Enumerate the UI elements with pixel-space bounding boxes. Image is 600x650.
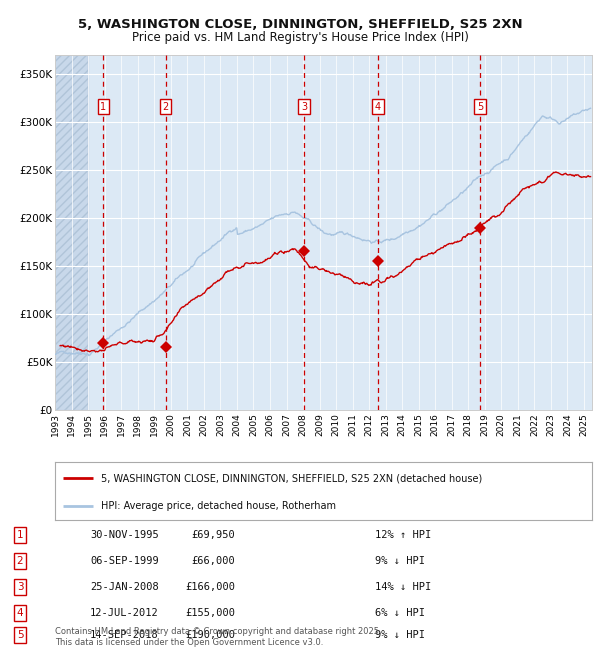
Text: 2: 2 xyxy=(17,556,23,566)
Text: £155,000: £155,000 xyxy=(185,608,235,618)
Text: Contains HM Land Registry data © Crown copyright and database right 2025.
This d: Contains HM Land Registry data © Crown c… xyxy=(55,627,382,647)
Bar xyxy=(55,55,88,410)
Text: 3: 3 xyxy=(17,582,23,592)
Text: 25-JAN-2008: 25-JAN-2008 xyxy=(90,582,159,592)
Text: 4: 4 xyxy=(17,608,23,618)
Text: 06-SEP-1999: 06-SEP-1999 xyxy=(90,556,159,566)
Text: 9% ↓ HPI: 9% ↓ HPI xyxy=(375,556,425,566)
Text: 1: 1 xyxy=(100,101,107,112)
Text: 5, WASHINGTON CLOSE, DINNINGTON, SHEFFIELD, S25 2XN: 5, WASHINGTON CLOSE, DINNINGTON, SHEFFIE… xyxy=(77,18,523,31)
Text: 30-NOV-1995: 30-NOV-1995 xyxy=(90,530,159,540)
Text: £166,000: £166,000 xyxy=(185,582,235,592)
Text: 9% ↓ HPI: 9% ↓ HPI xyxy=(375,630,425,640)
Text: £69,950: £69,950 xyxy=(191,530,235,540)
Text: 14% ↓ HPI: 14% ↓ HPI xyxy=(375,582,431,592)
Text: 3: 3 xyxy=(301,101,307,112)
Bar xyxy=(55,55,88,410)
Text: 12% ↑ HPI: 12% ↑ HPI xyxy=(375,530,431,540)
Text: 5, WASHINGTON CLOSE, DINNINGTON, SHEFFIELD, S25 2XN (detached house): 5, WASHINGTON CLOSE, DINNINGTON, SHEFFIE… xyxy=(101,473,482,484)
Text: £190,000: £190,000 xyxy=(185,630,235,640)
Text: 14-SEP-2018: 14-SEP-2018 xyxy=(90,630,159,640)
Text: 5: 5 xyxy=(477,101,483,112)
Text: 5: 5 xyxy=(17,630,23,640)
Text: Price paid vs. HM Land Registry's House Price Index (HPI): Price paid vs. HM Land Registry's House … xyxy=(131,31,469,44)
Text: 12-JUL-2012: 12-JUL-2012 xyxy=(90,608,159,618)
Text: 4: 4 xyxy=(375,101,381,112)
Text: HPI: Average price, detached house, Rotherham: HPI: Average price, detached house, Roth… xyxy=(101,500,336,510)
Text: 1: 1 xyxy=(17,530,23,540)
Text: £66,000: £66,000 xyxy=(191,556,235,566)
Text: 6% ↓ HPI: 6% ↓ HPI xyxy=(375,608,425,618)
Text: 2: 2 xyxy=(163,101,169,112)
